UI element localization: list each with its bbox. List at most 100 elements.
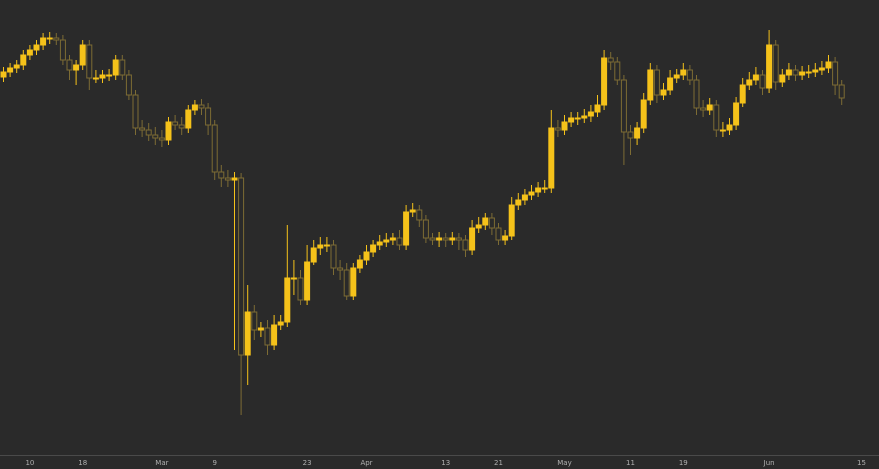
candle-body bbox=[594, 104, 601, 113]
candle-body bbox=[752, 74, 759, 81]
candle-body bbox=[812, 69, 819, 73]
candle-body bbox=[838, 84, 845, 99]
candle-body bbox=[350, 267, 357, 297]
candle-body bbox=[284, 277, 291, 323]
candle-body bbox=[528, 191, 535, 196]
candle-body bbox=[475, 224, 482, 229]
candle-body bbox=[389, 237, 396, 241]
candle-body bbox=[290, 277, 297, 280]
candle-body bbox=[178, 124, 185, 129]
candle-body bbox=[317, 244, 324, 249]
candle-body bbox=[535, 187, 542, 193]
candle-body bbox=[370, 244, 377, 253]
x-tick-label: May bbox=[557, 459, 571, 467]
candle-body bbox=[238, 177, 245, 356]
candle-body bbox=[541, 187, 548, 190]
x-tick-label: 13 bbox=[441, 459, 450, 467]
candle-body bbox=[693, 79, 700, 109]
candle-body bbox=[554, 127, 561, 131]
candle-body bbox=[462, 239, 469, 251]
candle-body bbox=[119, 59, 126, 76]
candle-body bbox=[574, 117, 581, 120]
candle-body bbox=[660, 89, 667, 96]
x-tick-label: Apr bbox=[360, 459, 372, 467]
candle-body bbox=[739, 84, 746, 104]
candle-body bbox=[726, 124, 733, 131]
candle-body bbox=[614, 61, 621, 81]
candle-body bbox=[145, 129, 152, 136]
candle-body bbox=[79, 44, 86, 66]
candle-body bbox=[277, 321, 284, 326]
candle-body bbox=[515, 199, 522, 206]
candle-body bbox=[363, 251, 370, 261]
candle-body bbox=[66, 59, 73, 71]
x-tick-label: 15 bbox=[857, 459, 866, 467]
candle-body bbox=[86, 44, 93, 79]
candle-body bbox=[132, 94, 139, 129]
candle-body bbox=[297, 277, 304, 301]
candle-body bbox=[469, 227, 476, 251]
candle-body bbox=[337, 267, 344, 271]
candle-body bbox=[396, 237, 403, 246]
candle-body bbox=[422, 219, 429, 239]
candle-body bbox=[673, 74, 680, 79]
candle-body bbox=[383, 239, 390, 243]
candle-body bbox=[244, 311, 251, 356]
candle-body bbox=[376, 241, 383, 246]
candle-body bbox=[224, 177, 231, 181]
x-tick-label: 18 bbox=[78, 459, 87, 467]
candle-body bbox=[46, 37, 53, 40]
candle-body bbox=[0, 71, 7, 78]
candle-body bbox=[792, 69, 799, 76]
candle-body bbox=[640, 99, 647, 129]
candle-body bbox=[139, 127, 146, 131]
candle-body bbox=[26, 49, 33, 56]
candle-body bbox=[568, 117, 575, 123]
candle-body bbox=[20, 54, 27, 66]
candle-body bbox=[172, 121, 179, 126]
candle-body bbox=[620, 79, 627, 133]
candle-body bbox=[343, 269, 350, 297]
candle-body bbox=[403, 211, 410, 246]
candle-body bbox=[766, 44, 773, 89]
candle-body bbox=[271, 324, 278, 346]
candle-body bbox=[832, 61, 839, 86]
candle-body bbox=[601, 57, 608, 106]
candle-body bbox=[495, 227, 502, 241]
candle-body bbox=[106, 74, 113, 77]
candle-body bbox=[191, 104, 198, 111]
candle-body bbox=[211, 124, 218, 173]
candle-body bbox=[587, 111, 594, 117]
candle-body bbox=[442, 237, 449, 241]
candle-body bbox=[92, 77, 99, 80]
candle-body bbox=[627, 131, 634, 139]
candle-body bbox=[165, 121, 172, 141]
x-tick-label: Jun bbox=[763, 459, 775, 467]
candle-body bbox=[310, 247, 317, 263]
candle-body bbox=[779, 74, 786, 83]
x-tick-label: Mar bbox=[155, 459, 168, 467]
candle-body bbox=[429, 237, 436, 241]
x-tick-label: 23 bbox=[303, 459, 312, 467]
candle-body bbox=[581, 115, 588, 119]
candle-body bbox=[231, 177, 238, 181]
candle-body bbox=[647, 69, 654, 101]
x-tick-label: 19 bbox=[679, 459, 688, 467]
candle-body bbox=[607, 57, 614, 63]
candle-body bbox=[818, 67, 825, 71]
candle-body bbox=[785, 69, 792, 76]
candle-body bbox=[449, 237, 456, 241]
candle-body bbox=[125, 74, 132, 96]
x-tick-label: 11 bbox=[626, 459, 635, 467]
candle-body bbox=[759, 74, 766, 89]
candle-body bbox=[152, 134, 159, 139]
candle-body bbox=[205, 107, 212, 126]
candle-body bbox=[772, 44, 779, 83]
candle-body bbox=[409, 209, 416, 213]
candle-body bbox=[99, 74, 106, 79]
candle-body bbox=[59, 39, 66, 61]
candle-body bbox=[805, 71, 812, 74]
candle-body bbox=[686, 69, 693, 81]
